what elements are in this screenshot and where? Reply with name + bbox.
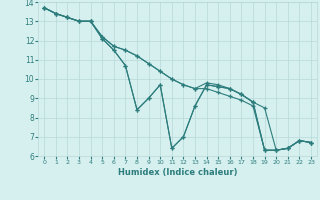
X-axis label: Humidex (Indice chaleur): Humidex (Indice chaleur) <box>118 168 237 177</box>
